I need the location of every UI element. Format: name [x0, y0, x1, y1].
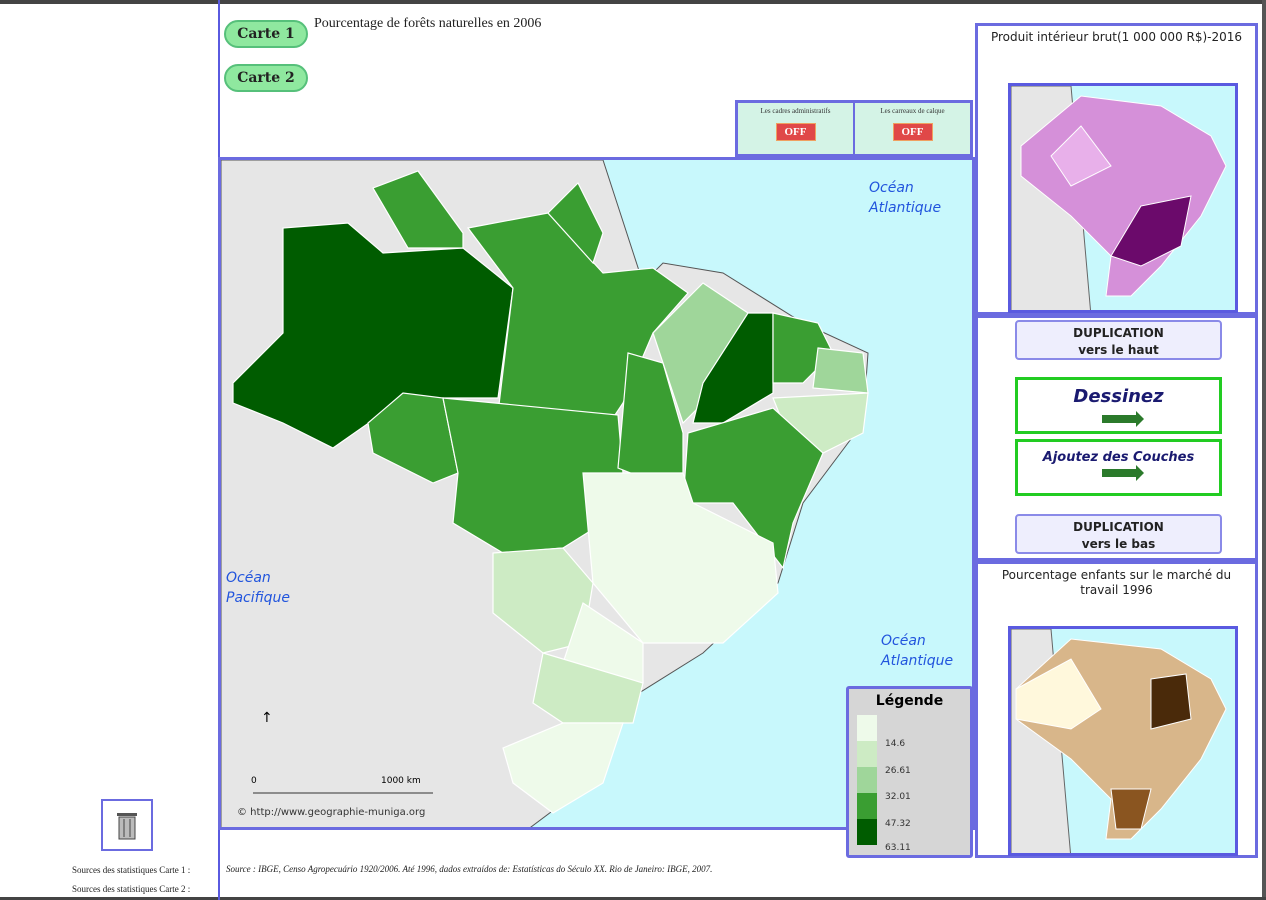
scale-label: 1000 km [381, 776, 421, 786]
legend-title: Légende [875, 693, 944, 709]
legend-swatch [857, 741, 877, 767]
scale-zero: 0 [251, 776, 257, 786]
bottom-mini-map-panel: Pourcentage enfants sur le marché du tra… [975, 561, 1258, 858]
draw-button[interactable]: Dessinez [1015, 377, 1222, 434]
child-labor-map-shape [1011, 629, 1235, 853]
state-south [502, 722, 624, 814]
legend-swatch [857, 819, 877, 845]
main-map[interactable]: Océan Atlantique Océan Pacifique Océan Atla… [218, 157, 975, 830]
top-border [0, 0, 1266, 4]
ocean-label-atlantic-2: Océan Atlantique [881, 633, 954, 669]
admin-off-button[interactable]: OFF [775, 123, 816, 141]
carte-1-button[interactable]: Carte 1 [224, 20, 308, 48]
top-mini-caption: Produit intérieur brut(1 000 000 R$)-201… [990, 30, 1243, 44]
state-goias-mg [582, 472, 779, 644]
duplicate-down-button[interactable]: DUPLICATION vers le bas [1015, 514, 1222, 554]
arrow-right-icon [1101, 411, 1144, 427]
legend-value: 47.32 [885, 819, 911, 829]
bottom-mini-caption: Pourcentage enfants sur le marché du tra… [1001, 568, 1232, 597]
toggle-admin: Les cadres administratifs OFF [738, 103, 855, 154]
sources-carte2-label: Sources des statistiques Carte 2 : [72, 884, 191, 894]
toggle-grid: Les carreaux de calque OFF [855, 103, 970, 154]
bottom-border [0, 897, 1266, 900]
toggle-panel: Les cadres administratifs OFF Les carreau… [735, 100, 973, 157]
legend-value: 63.11 [885, 843, 911, 853]
ocean-label-pacific: Océan Pacifique [226, 570, 291, 606]
carte-2-button[interactable]: Carte 2 [224, 64, 308, 92]
state-roraima [372, 170, 464, 249]
top-mini-map-panel: Produit intérieur brut(1 000 000 R$)-201… [975, 23, 1258, 315]
legend-swatch [857, 793, 877, 819]
state-amazonas [232, 222, 514, 449]
toggle-label: Les cadres administratifs [760, 107, 831, 115]
map-title: Pourcentage de forêts naturelles en 2006 [314, 16, 542, 31]
tools-panel: DUPLICATION vers le haut Dessinez Ajoutez… [975, 315, 1258, 561]
sources-carte1-text: Source : IBGE, Censo Agropecuário 1920/2… [226, 864, 713, 874]
legend-value: 26.61 [885, 766, 911, 776]
sources-carte1-label: Sources des statistiques Carte 1 : [72, 865, 191, 875]
legend-value: 14.6 [885, 739, 906, 749]
north-arrow-icon: ↑ [261, 710, 273, 726]
toggle-label: Les carreaux de calque [880, 107, 945, 115]
trash-icon [117, 813, 137, 840]
map-credit: © http://www.geographie-muniga.org [237, 807, 426, 818]
legend-swatch [857, 715, 877, 741]
state-rn-pb [812, 347, 869, 394]
right-border [1262, 0, 1266, 900]
gdp-mini-map[interactable] [1008, 83, 1238, 313]
child-labor-mini-map[interactable] [1008, 626, 1238, 856]
duplicate-up-button[interactable]: DUPLICATION vers le haut [1015, 320, 1222, 360]
legend: Légende 14.6 26.61 32.01 47.32 63.11 [846, 686, 973, 858]
gdp-map-shape [1011, 86, 1235, 310]
state-amapa [547, 181, 604, 265]
brazil-map [221, 160, 869, 827]
arrow-right-icon [1101, 465, 1144, 481]
grid-off-button[interactable]: OFF [892, 123, 933, 141]
legend-swatch [857, 767, 877, 793]
legend-value: 32.01 [885, 792, 911, 802]
trash-button[interactable] [101, 799, 153, 851]
add-layers-button[interactable]: Ajoutez des Couches [1015, 439, 1222, 496]
ocean-label-atlantic: Océan Atlantique [869, 180, 942, 216]
